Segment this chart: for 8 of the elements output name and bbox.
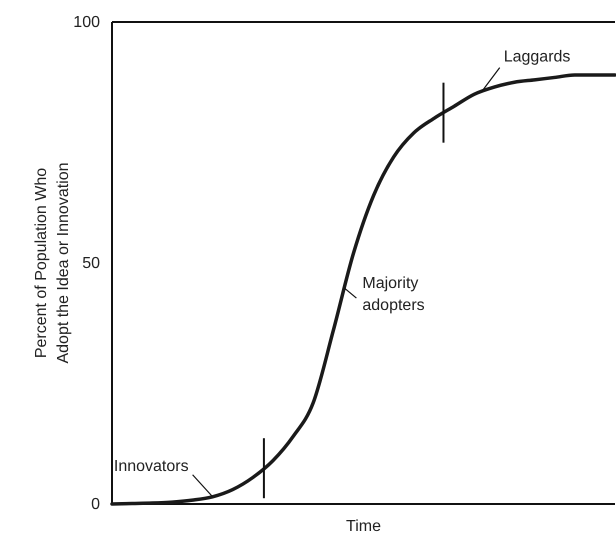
annotation: Innovators: [114, 458, 189, 475]
y-axis-title: Percent of Population Who Adopt the Idea or Innovation: [33, 162, 72, 364]
annotation: Majority adopters: [362, 275, 425, 314]
y-tick-label: 0: [91, 496, 100, 514]
x-axis-title: Time: [346, 518, 382, 535]
y-tick-label: 50: [82, 255, 100, 272]
y-tick-label: 100: [73, 14, 100, 32]
annotation: Laggards: [504, 48, 570, 66]
